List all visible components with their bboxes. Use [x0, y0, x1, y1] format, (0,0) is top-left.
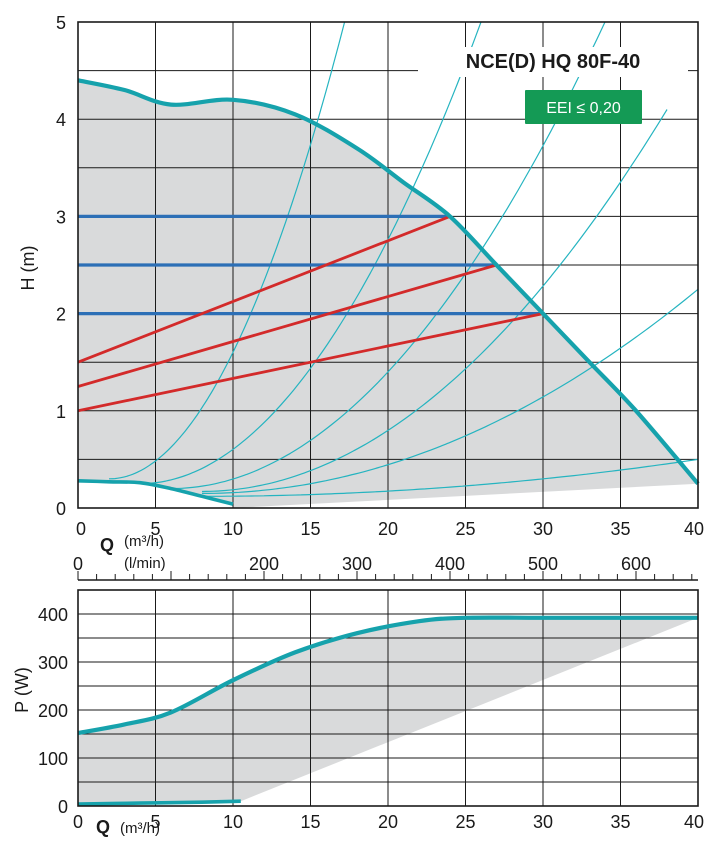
power-y-tick-label: 0 [58, 797, 68, 817]
chart-title: NCE(D) HQ 80F-40 [466, 51, 640, 73]
proportional-pressure-line-3 [77, 312, 544, 413]
title-background [418, 47, 688, 77]
power-x-axis-unit: (m³/h) [120, 820, 160, 837]
power-x-axis-label: Q [96, 817, 110, 837]
lmin-tick-label: 500 [528, 554, 558, 574]
power-y-tick-label: 100 [38, 749, 68, 769]
lmin-axis: 0 200 300 400 500 600 [73, 554, 698, 581]
system-curve-1 [108, 21, 346, 480]
min-power-curve [77, 799, 241, 806]
system-curve-6 [201, 458, 699, 497]
system-curves [108, 21, 699, 497]
head-x-axis-unit: (m³/h) [124, 533, 164, 550]
min-head-curve [77, 479, 234, 506]
max-head-curve [77, 78, 700, 486]
head-x-tick-label: 35 [610, 519, 630, 539]
lmin-tick-label: 200 [249, 554, 279, 574]
system-curve-3 [170, 21, 606, 490]
head-y-tick-label: 5 [56, 13, 66, 33]
power-tick-labels: 0 100 200 300 400 0 5 10 15 20 25 30 35 40 [38, 605, 704, 832]
head-x-tick-label: 20 [378, 519, 398, 539]
power-x-tick-label: 10 [223, 812, 243, 832]
power-x-tick-label: 5 [150, 812, 160, 832]
head-y-axis-label: H (m) [18, 246, 38, 291]
system-curve-5 [201, 288, 699, 494]
head-x-tick-label: 40 [684, 519, 704, 539]
power-y-tick-label: 300 [38, 653, 68, 673]
power-x-tick-label: 20 [378, 812, 398, 832]
head-x-axis-label: Q [100, 535, 114, 555]
power-y-tick-label: 400 [38, 605, 68, 625]
head-x-tick-label: 30 [533, 519, 553, 539]
power-y-tick-label: 200 [38, 701, 68, 721]
head-y-tick-label: 1 [56, 402, 66, 422]
head-x-tick-label: 15 [300, 519, 320, 539]
power-series [77, 615, 698, 806]
head-tick-labels: 0 1 2 3 4 5 0 5 10 15 20 25 30 35 40 [56, 13, 704, 539]
head-y-tick-label: 2 [56, 305, 66, 325]
head-x-tick-label: 5 [150, 519, 160, 539]
power-grid [77, 589, 699, 807]
power-x-tick-label: 30 [533, 812, 553, 832]
power-x-tick-label: 0 [73, 812, 83, 832]
system-curve-4 [201, 109, 668, 493]
power-plot-frame [77, 589, 699, 807]
power-x-tick-label: 25 [455, 812, 475, 832]
eei-badge [525, 90, 642, 124]
power-x-tick-label: 15 [300, 812, 320, 832]
power-x-tick-label: 40 [684, 812, 704, 832]
head-x-tick-label: 10 [223, 519, 243, 539]
max-power-curve [77, 615, 698, 736]
proportional-pressure-line-1 [77, 215, 451, 364]
lmin-tick-label: 400 [435, 554, 465, 574]
head-x-tick-label: 25 [455, 519, 475, 539]
eei-badge-text: EEI ≤ 0,20 [546, 100, 621, 117]
head-y-tick-label: 3 [56, 207, 66, 227]
lmin-tick-label: 300 [342, 554, 372, 574]
head-series [77, 78, 700, 506]
lmin-tick-label: 0 [73, 554, 83, 574]
head-y-tick-label: 4 [56, 110, 66, 130]
power-x-tick-label: 35 [610, 812, 630, 832]
head-x-tick-label: 0 [76, 519, 86, 539]
proportional-pressure-line-2 [77, 263, 497, 388]
lmin-axis-unit: (l/min) [124, 555, 166, 572]
power-chart: 0 100 200 300 400 0 5 10 15 20 25 30 35 40 P (W) Q (m… [12, 589, 704, 837]
lmin-tick-label: 600 [621, 554, 651, 574]
power-y-axis-label: P (W) [12, 667, 32, 713]
head-y-tick-label: 0 [56, 499, 66, 519]
head-plot-frame [77, 21, 699, 509]
system-curve-2 [139, 21, 482, 485]
